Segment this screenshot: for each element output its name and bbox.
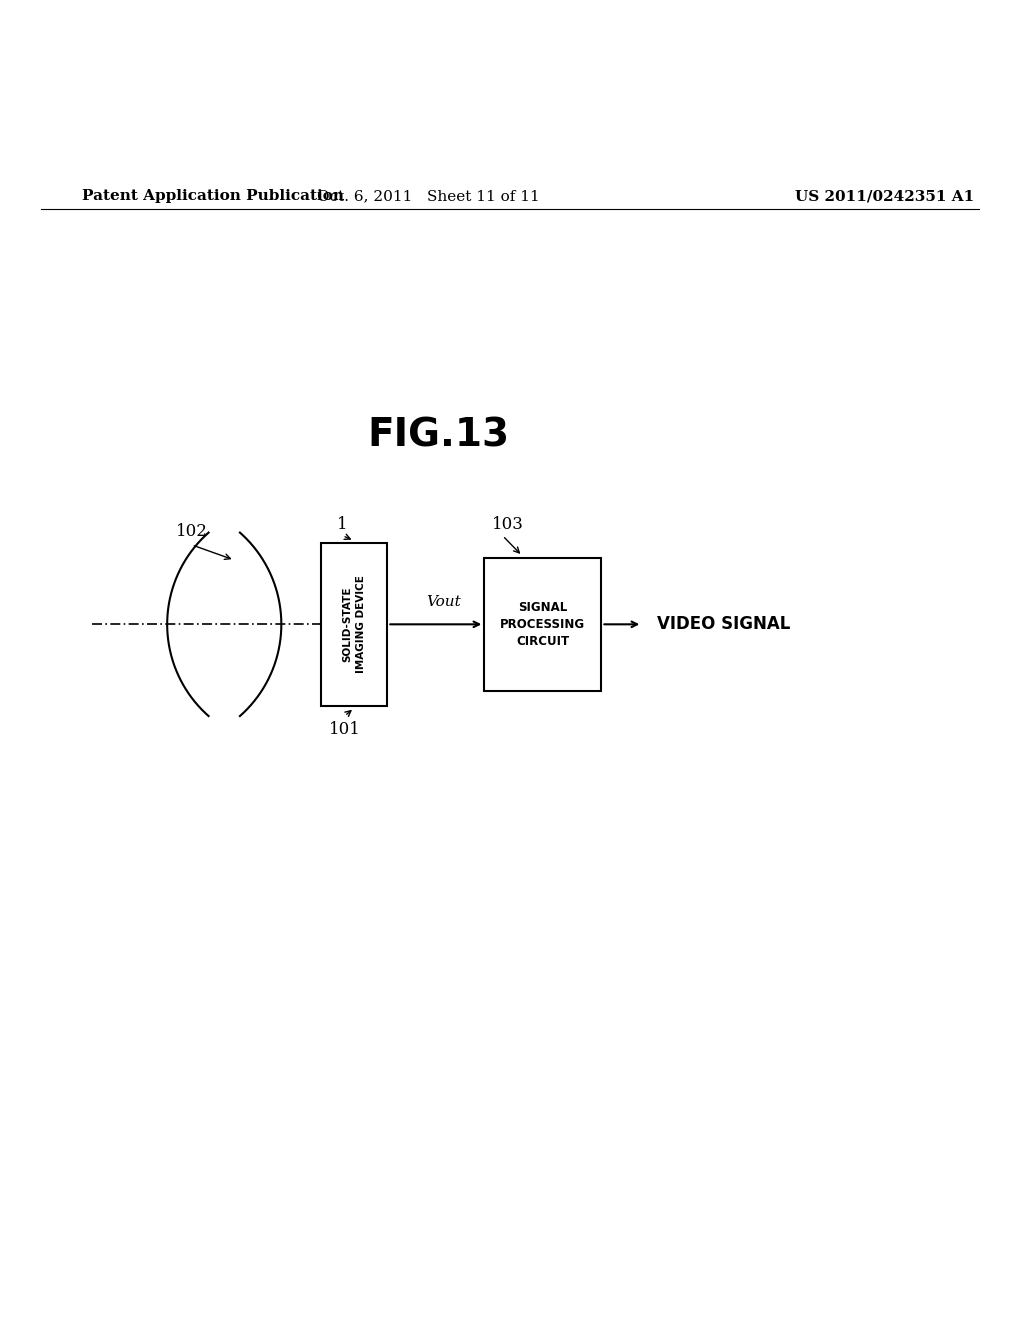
Text: SOLID-STATE
IMAGING DEVICE: SOLID-STATE IMAGING DEVICE	[343, 576, 366, 673]
FancyBboxPatch shape	[484, 558, 601, 690]
Text: SIGNAL
PROCESSING
CIRCUIT: SIGNAL PROCESSING CIRCUIT	[501, 601, 586, 648]
Text: Vout: Vout	[426, 595, 461, 609]
Text: Patent Application Publication: Patent Application Publication	[82, 189, 343, 203]
Text: 1: 1	[337, 516, 348, 532]
Text: FIG.13: FIG.13	[368, 417, 509, 455]
Text: 102: 102	[176, 523, 208, 540]
Text: Oct. 6, 2011   Sheet 11 of 11: Oct. 6, 2011 Sheet 11 of 11	[316, 189, 540, 203]
Text: 103: 103	[492, 516, 523, 532]
FancyBboxPatch shape	[322, 543, 387, 706]
Text: US 2011/0242351 A1: US 2011/0242351 A1	[795, 189, 975, 203]
Text: VIDEO SIGNAL: VIDEO SIGNAL	[657, 615, 791, 634]
Text: 101: 101	[329, 721, 360, 738]
